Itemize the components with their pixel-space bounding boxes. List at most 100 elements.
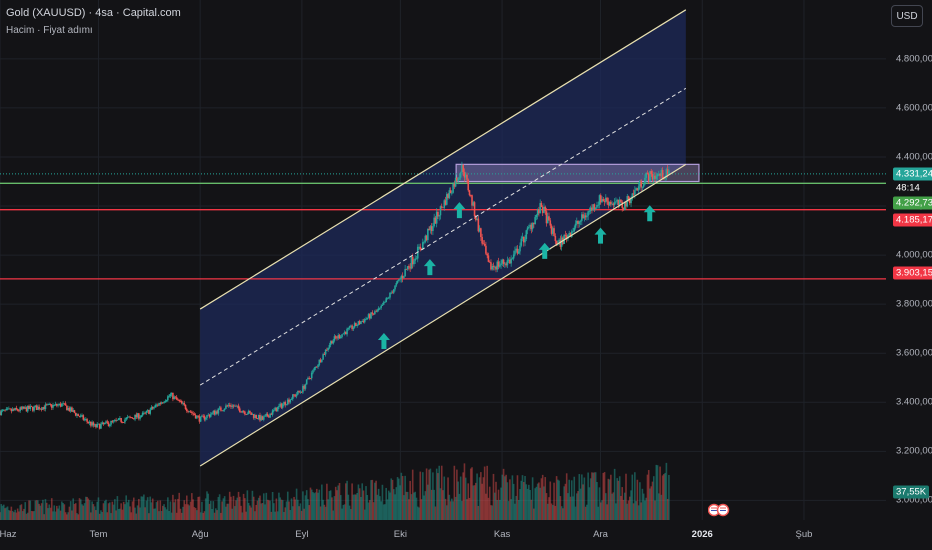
candle-body — [47, 404, 49, 406]
volume-bar — [413, 492, 415, 520]
volume-bar — [660, 494, 663, 520]
volume-bar — [264, 504, 266, 520]
volume-bar — [533, 508, 535, 520]
volume-bar — [177, 498, 179, 520]
volume-bar — [140, 496, 143, 520]
candle-body — [290, 398, 293, 400]
candle-body — [425, 235, 428, 241]
candle-body — [423, 241, 425, 243]
volume-bar — [265, 492, 268, 520]
candle-body — [463, 172, 466, 178]
candle-body — [593, 204, 596, 210]
candle-body — [607, 201, 610, 206]
candle-body — [368, 314, 371, 319]
volume-bar — [260, 503, 263, 520]
volume-bar — [129, 506, 131, 520]
volume-bar — [141, 496, 144, 520]
volume-bar — [107, 503, 110, 520]
candle-body — [155, 404, 158, 406]
volume-bar — [639, 482, 641, 520]
volume-bar — [433, 489, 435, 520]
volume-bar — [617, 480, 620, 520]
candle-body — [504, 263, 506, 265]
volume-bar — [656, 465, 659, 520]
indicator-legend[interactable]: Hacim · Fiyat adımı — [6, 25, 93, 36]
volume-bar — [156, 500, 159, 520]
volume-bar — [308, 505, 311, 520]
candle-body — [500, 263, 502, 265]
candle-body — [83, 419, 86, 421]
volume-bar — [365, 486, 367, 520]
volume-bar — [203, 511, 206, 520]
volume-bar — [87, 498, 90, 520]
candle-body — [45, 404, 48, 406]
candle-body — [21, 406, 24, 409]
volume-bar — [646, 474, 649, 520]
candle-body — [191, 411, 193, 413]
candle-body — [468, 190, 471, 196]
candle-body — [603, 201, 606, 202]
volume-bar — [314, 492, 317, 520]
candle-body — [319, 359, 322, 362]
candle-body — [497, 261, 500, 267]
us-flag-event-icon[interactable] — [708, 503, 730, 517]
candle-body — [308, 377, 311, 379]
volume-bar — [251, 490, 254, 520]
volume-bar — [69, 501, 72, 520]
volume-bar — [269, 500, 271, 520]
volume-bar — [245, 511, 247, 520]
candle-body — [405, 268, 408, 270]
volume-bar — [459, 476, 462, 520]
candle-body — [384, 302, 386, 303]
volume-bar — [47, 508, 49, 520]
volume-bar — [632, 503, 635, 520]
volume-bar — [208, 503, 211, 520]
candle-body — [545, 211, 548, 224]
volume-bar — [315, 488, 318, 520]
candle-body — [437, 211, 439, 217]
price-tick-label: 4.000,00 — [896, 249, 932, 261]
volume-bar — [535, 486, 538, 520]
candle-body — [496, 261, 499, 270]
volume-bar — [649, 488, 651, 520]
candle-body — [126, 417, 129, 418]
volume-bar — [252, 496, 255, 520]
candle-body — [355, 323, 357, 326]
volume-bar — [645, 497, 647, 520]
candle-body — [505, 263, 507, 266]
candle-body — [487, 255, 490, 262]
volume-bar — [217, 497, 220, 520]
candle-body — [370, 312, 372, 319]
volume-bar — [138, 498, 140, 520]
candle-body — [151, 407, 154, 409]
volume-bar — [559, 496, 562, 520]
currency-button[interactable]: USD — [891, 5, 923, 27]
candle-body — [430, 226, 433, 232]
candle-body — [647, 173, 650, 182]
candle-body — [323, 354, 326, 356]
candle-body — [140, 415, 143, 418]
volume-bar — [337, 485, 340, 520]
candle-body — [655, 176, 658, 179]
candle-body — [199, 416, 202, 422]
volume-bar — [231, 508, 234, 520]
volume-bar — [356, 492, 358, 520]
volume-bar — [165, 509, 168, 520]
time-tick-label: Eki — [393, 529, 407, 540]
volume-bar — [23, 508, 25, 520]
candle-body — [334, 336, 337, 338]
volume-bar — [249, 505, 251, 520]
volume-bar — [254, 511, 256, 520]
candle-body — [96, 423, 98, 428]
volume-bar — [187, 504, 189, 520]
volume-bar — [298, 506, 300, 520]
candle-body — [9, 408, 11, 410]
volume-bar — [35, 500, 38, 520]
volume-bar — [420, 499, 423, 520]
volume-bar — [131, 501, 134, 520]
volume-bar — [295, 488, 298, 520]
candle-body — [567, 234, 569, 239]
symbol-title[interactable]: Gold (XAUUSD) · 4sa · Capital.com — [6, 7, 181, 19]
candle-body — [303, 385, 305, 389]
